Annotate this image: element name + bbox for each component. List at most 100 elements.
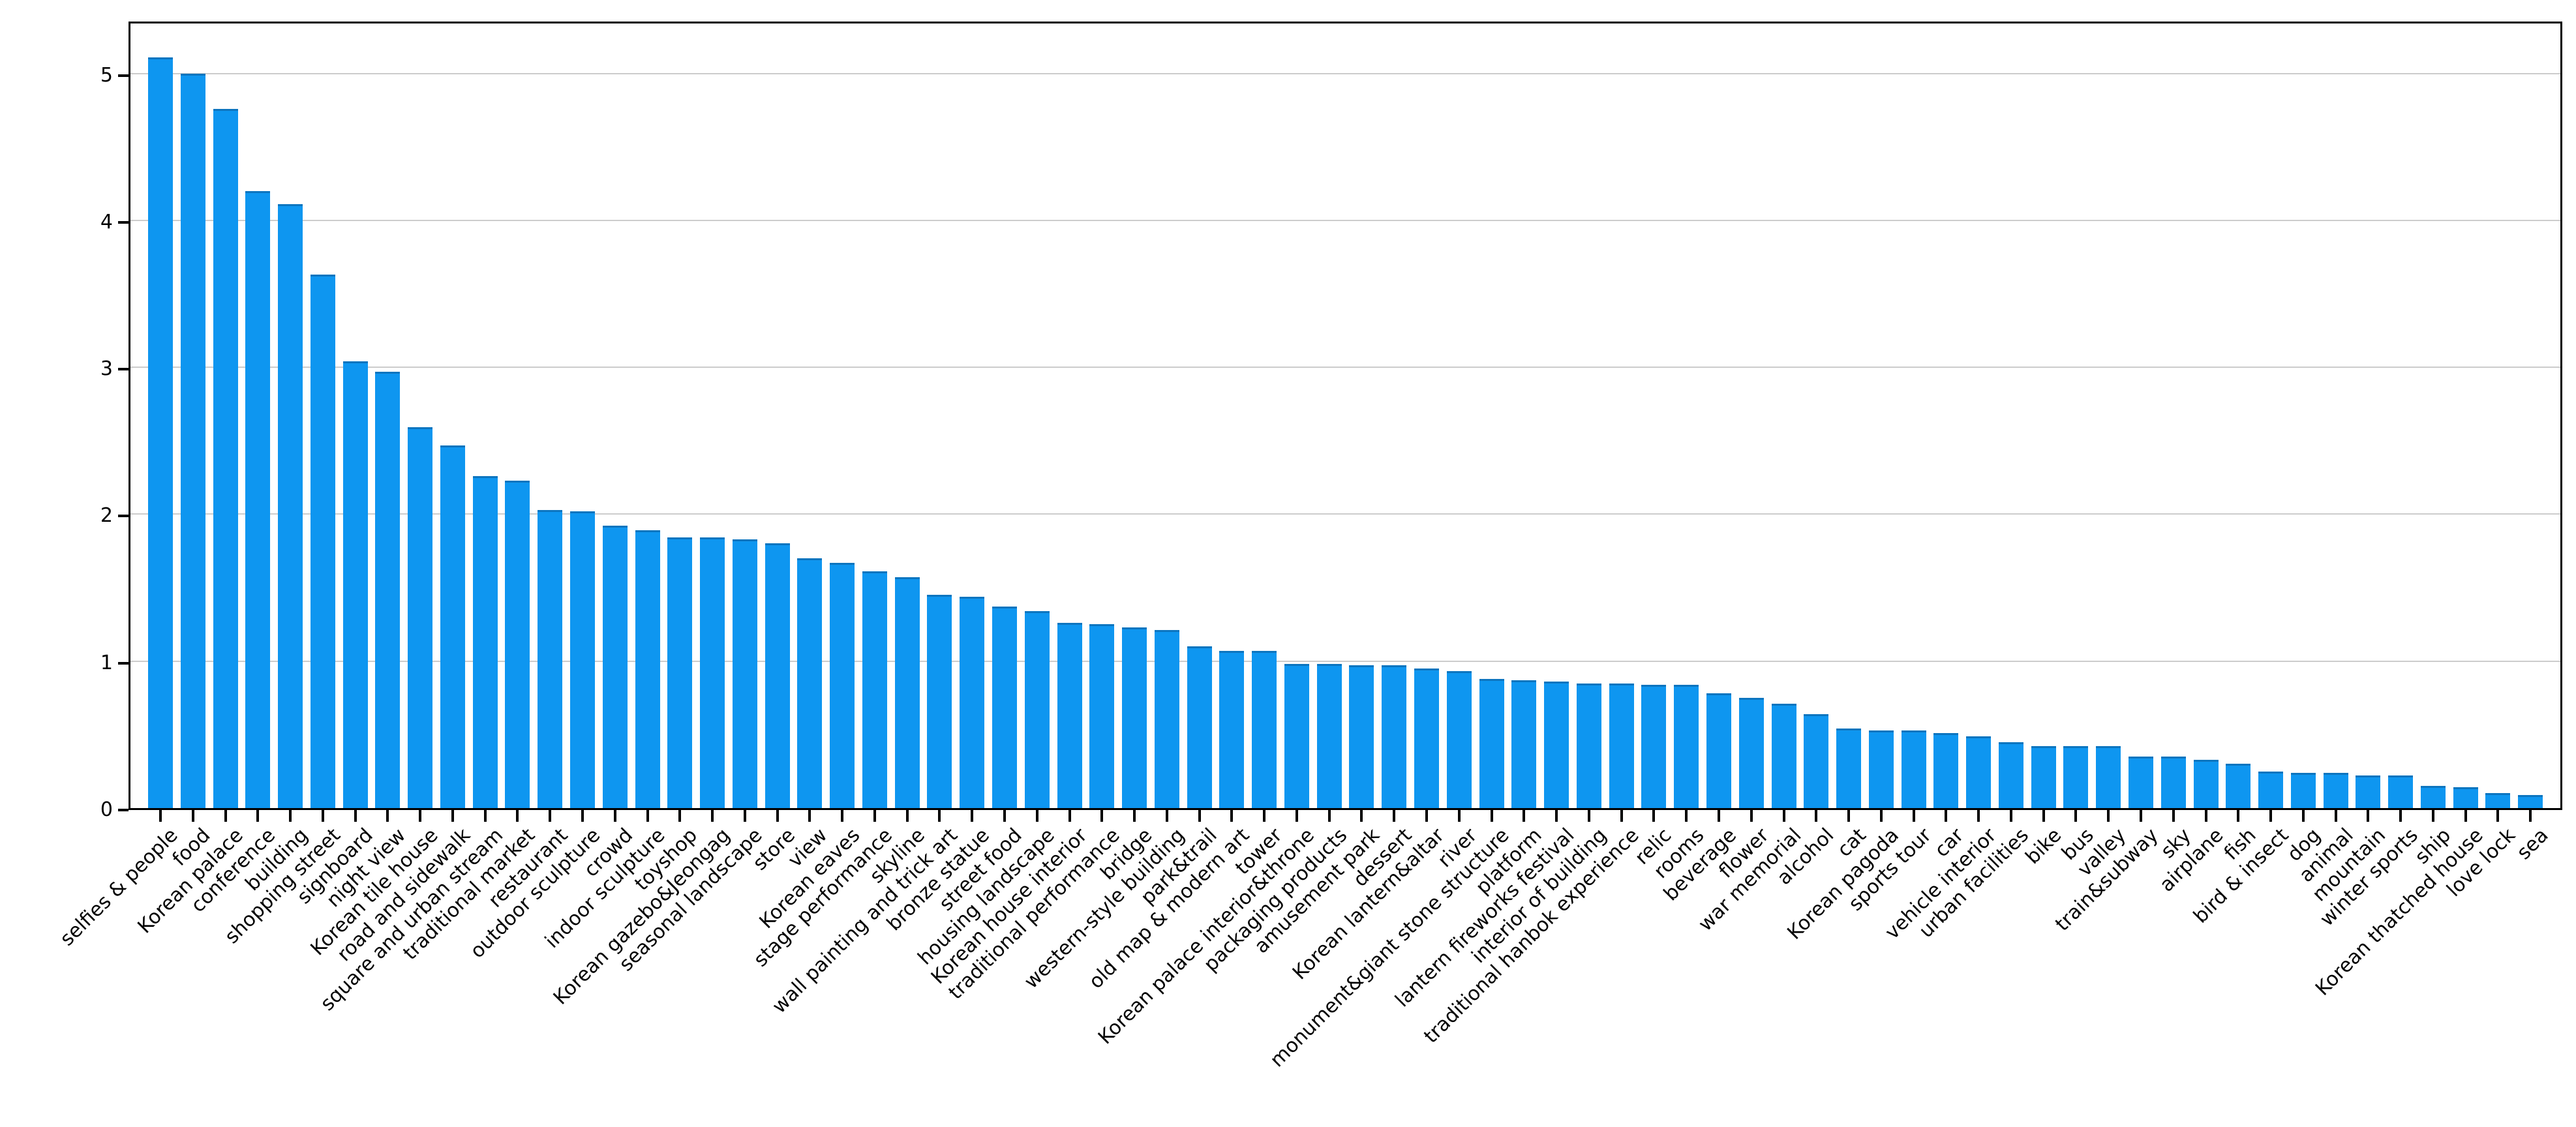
bar — [894, 577, 920, 808]
bar — [1544, 682, 1569, 808]
x-tick — [1782, 810, 1785, 822]
x-tick-label: selfies & people — [55, 824, 183, 951]
x-tick — [1555, 810, 1558, 822]
x-tick — [711, 810, 714, 822]
bar — [342, 361, 368, 808]
x-tick — [1685, 810, 1688, 822]
x-tick — [2399, 810, 2402, 822]
x-tick — [2204, 810, 2207, 822]
bar — [1576, 683, 1601, 808]
x-tick — [1490, 810, 1493, 822]
x-tick — [321, 810, 324, 822]
bar — [1154, 630, 1179, 808]
bar — [2096, 746, 2121, 808]
bar — [1609, 683, 1634, 808]
bar — [2323, 772, 2348, 808]
x-tick — [1035, 810, 1038, 822]
x-tick — [2269, 810, 2273, 822]
x-tick — [289, 810, 292, 822]
bar — [765, 543, 790, 808]
bar — [2453, 787, 2478, 808]
x-tick — [1295, 810, 1298, 822]
x-tick — [2431, 810, 2434, 822]
bar — [1089, 624, 1115, 808]
bar — [732, 539, 757, 808]
bar — [1187, 646, 1212, 808]
x-tick — [1815, 810, 1818, 822]
bar — [1446, 671, 1472, 808]
x-tick — [1360, 810, 1363, 822]
bar — [2420, 786, 2446, 808]
bar — [2226, 764, 2251, 808]
x-tick — [1750, 810, 1753, 822]
x-tick — [1133, 810, 1136, 822]
x-tick — [613, 810, 616, 822]
bar — [1511, 680, 1537, 808]
bar — [1836, 729, 1862, 808]
y-tick — [118, 368, 129, 371]
bar — [1057, 623, 1082, 808]
x-tick — [2074, 810, 2078, 822]
x-tick — [1847, 810, 1851, 822]
y-tick-label: 1 — [100, 651, 113, 674]
x-tick — [1327, 810, 1331, 822]
bar — [1219, 650, 1245, 808]
bar — [1738, 698, 1764, 808]
bar — [180, 73, 205, 808]
bar — [245, 190, 271, 808]
x-tick — [2367, 810, 2370, 822]
x-tick — [938, 810, 941, 822]
bar — [862, 571, 887, 808]
x-tick — [516, 810, 519, 822]
bar — [440, 445, 465, 808]
bar — [635, 530, 660, 808]
bar — [2063, 746, 2089, 808]
bar — [472, 475, 498, 808]
x-tick — [776, 810, 779, 822]
x-tick — [1977, 810, 1980, 822]
y-tick-label: 4 — [100, 210, 113, 233]
x-tick — [743, 810, 746, 822]
y-tick — [118, 74, 129, 77]
y-tick — [118, 661, 129, 665]
x-tick — [1263, 810, 1266, 822]
x-tick — [419, 810, 422, 822]
x-tick — [1523, 810, 1526, 822]
bar — [1382, 665, 1407, 808]
bar — [602, 526, 628, 808]
bar — [2485, 793, 2511, 808]
x-tick — [905, 810, 909, 822]
bar — [538, 509, 563, 808]
bar — [1674, 684, 1699, 808]
bar — [570, 511, 595, 808]
plot-area — [129, 22, 2562, 810]
bar — [2193, 759, 2219, 808]
bar — [1479, 678, 1504, 808]
x-tick — [2139, 810, 2142, 822]
x-tick — [1100, 810, 1104, 822]
x-tick — [256, 810, 260, 822]
x-tick — [971, 810, 974, 822]
x-tick — [1620, 810, 1623, 822]
bar — [1998, 742, 2023, 808]
x-tick — [483, 810, 487, 822]
x-tick — [2237, 810, 2240, 822]
x-tick — [873, 810, 876, 822]
x-tick — [678, 810, 682, 822]
bar — [1641, 684, 1667, 808]
x-tick — [386, 810, 389, 822]
bar — [992, 607, 1018, 808]
x-tick — [1912, 810, 1915, 822]
bar — [310, 275, 335, 808]
bar — [1868, 730, 1894, 808]
y-tick-label: 2 — [100, 504, 113, 528]
x-tick — [354, 810, 357, 822]
bar — [375, 371, 401, 808]
x-tick — [2334, 810, 2337, 822]
x-tick — [1652, 810, 1656, 822]
bar — [2258, 771, 2284, 808]
bar — [2128, 757, 2153, 808]
y-tick-label: 5 — [100, 63, 113, 87]
gridline — [130, 513, 2560, 515]
